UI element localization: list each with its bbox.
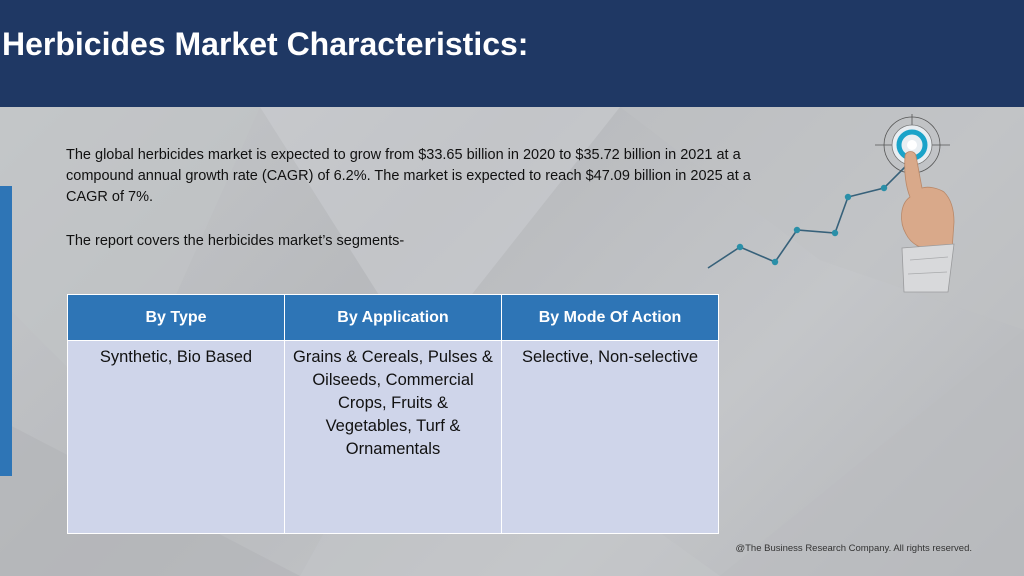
segments-intro-paragraph: The report covers the herbicides market’… bbox=[66, 233, 405, 249]
copyright-footer: @The Business Research Company. All righ… bbox=[735, 543, 972, 554]
segments-table: By Type By Application By Mode Of Action… bbox=[67, 294, 719, 534]
page-title: Herbicides Market Characteristics: bbox=[2, 26, 529, 62]
growth-line-icon bbox=[707, 161, 911, 269]
table-row: Synthetic, Bio Based Grains & Cereals, P… bbox=[67, 340, 719, 534]
title-bar: Herbicides Market Characteristics: bbox=[0, 0, 1024, 107]
hand-icon bbox=[901, 151, 955, 293]
header-by-application: By Application bbox=[284, 294, 502, 341]
hand-touching-target-growth-chart-icon bbox=[707, 114, 955, 293]
table-header-row: By Type By Application By Mode Of Action bbox=[67, 294, 719, 341]
cell-application-values: Grains & Cereals, Pulses & Oilseeds, Com… bbox=[284, 340, 502, 534]
market-overview-paragraph: The global herbicides market is expected… bbox=[66, 147, 751, 205]
left-accent-bar bbox=[0, 186, 12, 476]
cell-mode-of-action-values: Selective, Non-selective bbox=[501, 340, 719, 534]
cell-type-values: Synthetic, Bio Based bbox=[67, 340, 285, 534]
header-by-mode-of-action: By Mode Of Action bbox=[501, 294, 719, 341]
header-by-type: By Type bbox=[67, 294, 285, 341]
